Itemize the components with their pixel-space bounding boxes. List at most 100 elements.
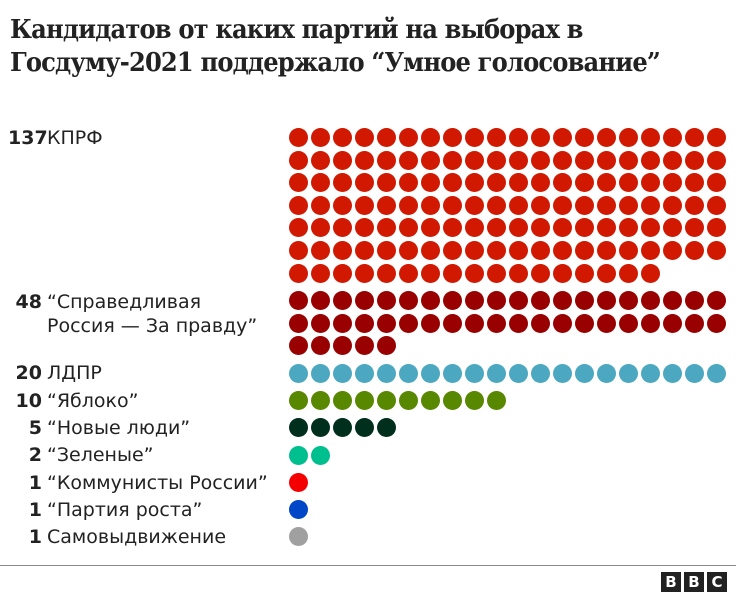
candidate-dot — [575, 150, 594, 170]
candidate-dot — [619, 263, 638, 283]
candidate-dot — [377, 173, 396, 193]
candidate-dot — [531, 263, 550, 283]
candidate-dot — [553, 240, 572, 260]
candidate-dot — [399, 240, 418, 260]
candidate-dot — [619, 291, 638, 310]
candidate-dot — [289, 364, 308, 383]
row-count: 48 — [15, 291, 42, 313]
bbc-logo-letter: C — [707, 572, 727, 592]
row-label: 1 “Коммунисты России” — [8, 471, 268, 495]
row-count: 1 — [28, 526, 42, 548]
candidate-dot — [443, 313, 462, 333]
candidate-dot — [333, 195, 352, 215]
candidate-dot — [443, 173, 462, 193]
candidate-dot — [575, 263, 594, 283]
candidate-dot — [707, 313, 726, 333]
row-label: 137КПРФ — [8, 126, 103, 150]
candidate-dot — [597, 263, 616, 283]
candidate-dot — [663, 173, 682, 193]
candidate-dot — [597, 173, 616, 193]
candidate-dot — [619, 218, 638, 238]
candidate-dot — [553, 150, 572, 170]
candidate-dot — [465, 240, 484, 260]
candidate-dot — [311, 291, 330, 310]
candidate-dot — [399, 291, 418, 310]
candidate-dot — [355, 291, 374, 310]
candidate-dot — [377, 218, 396, 238]
candidate-dot — [641, 128, 660, 147]
candidate-dot — [465, 364, 484, 383]
candidate-dot — [311, 173, 330, 193]
candidate-dot — [553, 128, 572, 147]
bbc-logo: B B C — [661, 572, 727, 592]
candidate-dot — [685, 240, 704, 260]
candidate-dot — [355, 150, 374, 170]
candidate-dot — [421, 218, 440, 238]
dot-group — [289, 418, 729, 437]
candidate-dot — [333, 128, 352, 147]
candidate-dot — [487, 263, 506, 283]
party-name: КПРФ — [47, 127, 103, 149]
candidate-dot — [465, 150, 484, 170]
candidate-dot — [465, 291, 484, 310]
candidate-dot — [355, 173, 374, 193]
party-name: “Партия роста” — [47, 499, 203, 521]
candidate-dot — [377, 263, 396, 283]
candidate-dot — [421, 263, 440, 283]
footer-divider — [0, 565, 736, 566]
candidate-dot — [355, 364, 374, 383]
candidate-dot — [487, 240, 506, 260]
dot-group — [289, 364, 729, 383]
candidate-dot — [443, 364, 462, 383]
party-name: “Зеленые” — [47, 444, 154, 466]
dot-group — [289, 527, 729, 546]
candidate-dot — [311, 263, 330, 283]
candidate-dot — [531, 150, 550, 170]
candidate-dot — [487, 173, 506, 193]
candidate-dot — [641, 150, 660, 170]
candidate-dot — [399, 173, 418, 193]
candidate-dot — [399, 313, 418, 333]
candidate-dot — [289, 446, 308, 465]
candidate-dot — [289, 195, 308, 215]
candidate-dot — [443, 195, 462, 215]
candidate-dot — [597, 195, 616, 215]
candidate-dot — [685, 128, 704, 147]
candidate-dot — [509, 263, 528, 283]
candidate-dot — [531, 240, 550, 260]
candidate-dot — [487, 195, 506, 215]
candidate-dot — [377, 418, 396, 437]
candidate-dot — [707, 364, 726, 383]
candidate-dot — [355, 418, 374, 437]
candidate-dot — [487, 364, 506, 383]
candidate-dot — [663, 364, 682, 383]
candidate-dot — [311, 313, 330, 333]
candidate-dot — [355, 218, 374, 238]
candidate-dot — [663, 195, 682, 215]
candidate-dot — [289, 313, 308, 333]
candidate-dot — [663, 218, 682, 238]
candidate-dot — [619, 240, 638, 260]
candidate-dot — [443, 391, 462, 410]
candidate-dot — [377, 150, 396, 170]
candidate-dot — [597, 150, 616, 170]
candidate-dot — [663, 291, 682, 310]
candidate-dot — [641, 195, 660, 215]
dot-group — [289, 446, 729, 465]
candidate-dot — [509, 195, 528, 215]
candidate-dot — [531, 218, 550, 238]
candidate-dot — [443, 263, 462, 283]
candidate-dot — [707, 218, 726, 238]
candidate-dot — [465, 263, 484, 283]
bbc-logo-letter: B — [661, 572, 681, 592]
candidate-dot — [641, 364, 660, 383]
candidate-dot — [531, 195, 550, 215]
candidate-dot — [641, 240, 660, 260]
candidate-dot — [421, 150, 440, 170]
candidate-dot — [421, 240, 440, 260]
candidate-dot — [685, 313, 704, 333]
candidate-dot — [487, 313, 506, 333]
candidate-dot — [619, 150, 638, 170]
candidate-dot — [289, 150, 308, 170]
party-name: ЛДПР — [47, 362, 102, 384]
